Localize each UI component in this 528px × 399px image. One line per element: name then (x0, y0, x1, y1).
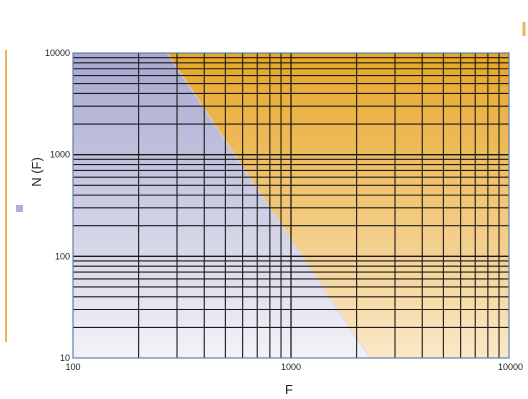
y-tick-label: 1000 (50, 150, 70, 160)
y-tick-label: 10000 (45, 48, 70, 58)
y-tick-label: 10 (60, 353, 70, 363)
y-axis-title: N (F) (29, 157, 44, 187)
region-below-boundary (73, 53, 370, 358)
region-above-boundary (167, 53, 510, 358)
legend-swatch (16, 205, 23, 212)
x-tick-label: 10000 (498, 362, 523, 372)
y-tick-label: 100 (55, 251, 70, 261)
plot-regions (73, 52, 510, 359)
x-axis-title: F (285, 382, 293, 397)
x-tick-label: 1000 (281, 362, 301, 372)
boundary-line (166, 52, 371, 359)
x-tick-label: 100 (65, 362, 80, 372)
plot-frame (72, 52, 510, 359)
grid-lines (73, 53, 509, 358)
